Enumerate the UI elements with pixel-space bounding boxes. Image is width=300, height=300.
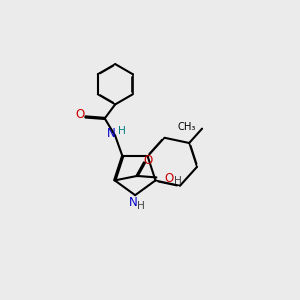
Text: O: O bbox=[165, 172, 174, 184]
Text: O: O bbox=[143, 154, 153, 167]
Text: H: H bbox=[118, 126, 126, 136]
Text: O: O bbox=[75, 108, 85, 121]
Text: N: N bbox=[107, 127, 116, 140]
Text: CH₃: CH₃ bbox=[177, 122, 196, 132]
Text: H: H bbox=[136, 202, 144, 212]
Text: H: H bbox=[174, 176, 182, 186]
Text: N: N bbox=[129, 196, 138, 209]
